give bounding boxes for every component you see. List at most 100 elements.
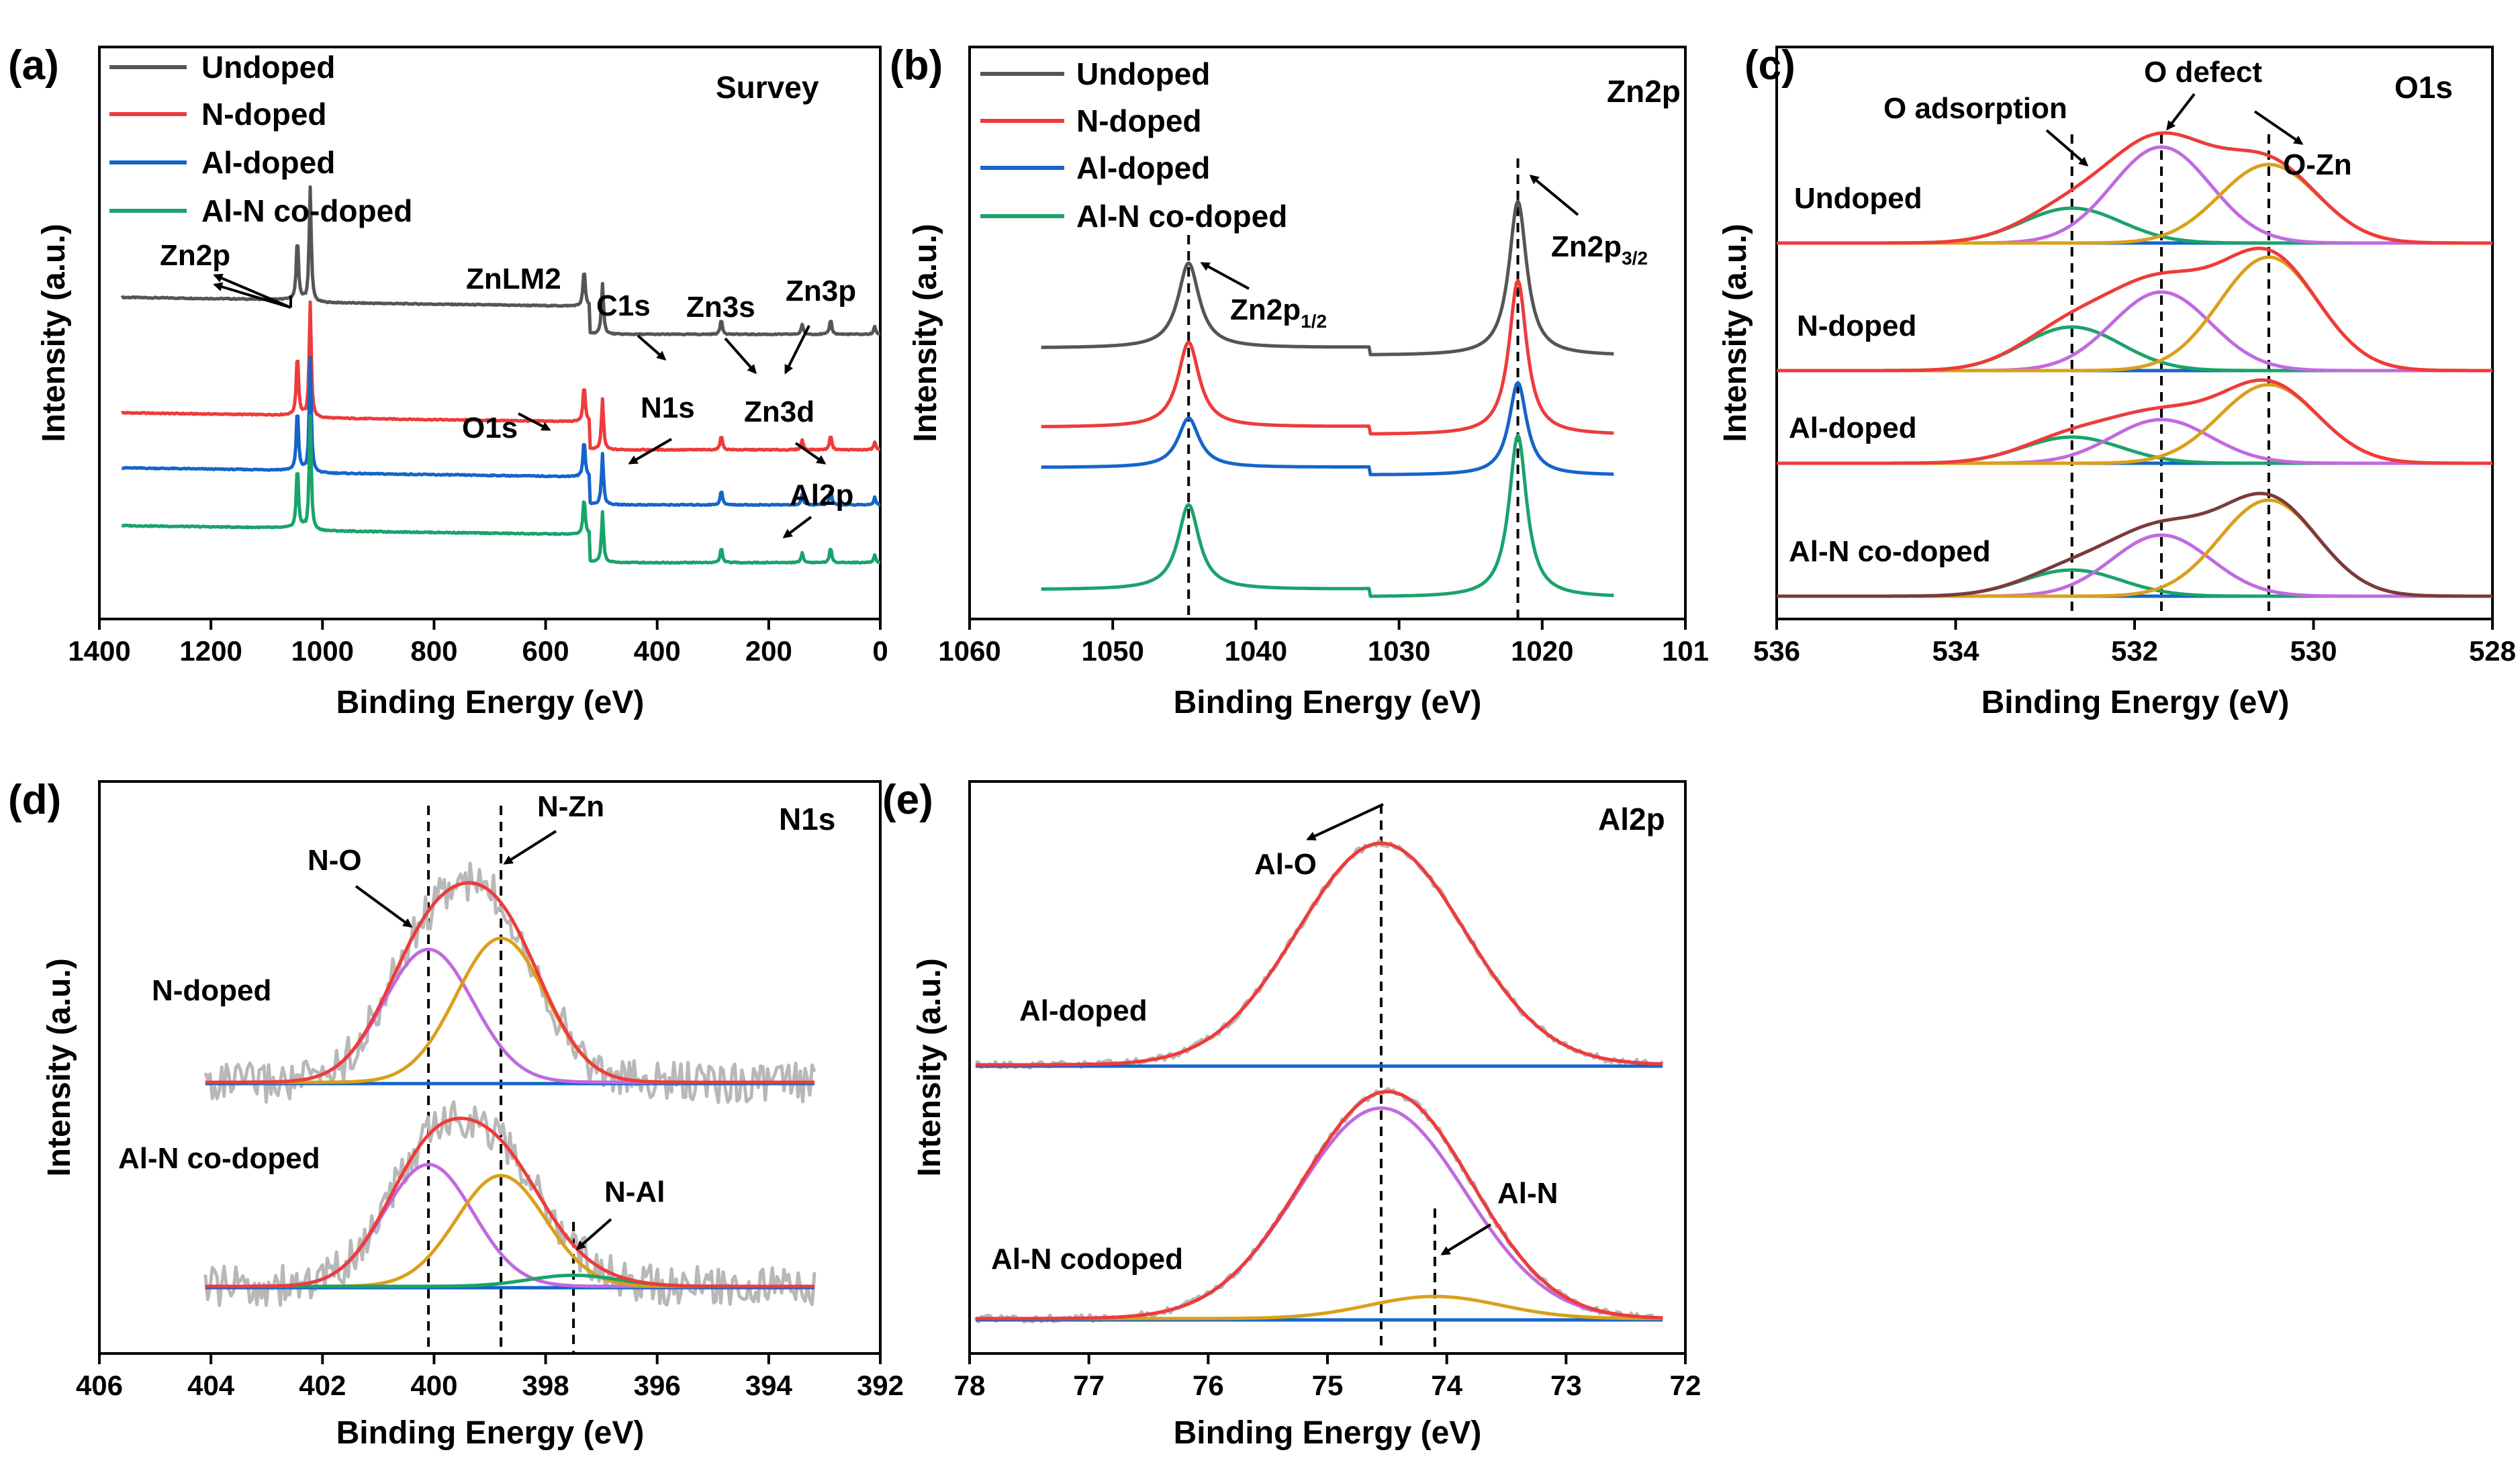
label-c-al-doped: Al-doped <box>1789 412 1917 444</box>
panel-b-y-title: Intensity (a.u.) <box>908 224 943 442</box>
panel-a-corner-label: Survey <box>716 70 819 105</box>
ann-a-zn3p: Zn3p <box>786 275 856 307</box>
panel-c-dashed-lines <box>2070 134 2270 619</box>
ann-a-n1s-arrow <box>628 438 673 465</box>
panel-b-frame <box>968 46 1687 620</box>
ann-b-zn2p-3-2: Zn2p3/2 <box>1551 230 1648 269</box>
ann-a-c1s: C1s <box>596 289 651 322</box>
legend-a-al-doped: Al-doped <box>201 145 335 180</box>
ann-a-c1s-arrow <box>637 334 667 361</box>
ann-b-zn2p-3-2-arrow <box>1529 175 1579 216</box>
panel-b-curves <box>1041 199 1614 598</box>
panel-d-y-title: Intensity (a.u.) <box>42 958 77 1176</box>
zn2p-series-1 <box>1041 199 1614 356</box>
x-tick-label: 600 <box>522 635 569 667</box>
x-tick-label: 400 <box>410 1370 457 1401</box>
x-tick-label: 1060 <box>938 635 1000 667</box>
ann-a-zn3s: Zn3s <box>686 291 755 324</box>
panel-d-label: (d) <box>8 777 61 823</box>
ann-a-zn3d: Zn3d <box>744 395 814 428</box>
n1s-raw-data <box>203 861 816 1104</box>
x-tick-label: 78 <box>954 1370 986 1401</box>
ann-a-zn2p-arrow-1 <box>213 273 291 309</box>
x-tick-label: 398 <box>522 1370 569 1401</box>
panel-e-corner-label: Al2p <box>1598 802 1665 837</box>
panel-a-x-title: Binding Energy (eV) <box>336 685 645 720</box>
label-d-n-doped: N-doped <box>152 974 271 1007</box>
panel-e-x-title: Binding Energy (eV) <box>1174 1415 1482 1451</box>
survey-series-1 <box>120 185 881 337</box>
ann-a-zn3p-arrow <box>784 325 810 375</box>
label-c-al-n: Al-N co-doped <box>1789 535 1991 568</box>
ann-e-al-n: Al-N <box>1497 1177 1558 1210</box>
n1s-component-2 <box>205 1174 814 1288</box>
o1s-envelope <box>1777 491 2492 598</box>
n1s-component-1 <box>205 947 814 1084</box>
ann-e-al-o: Al-O <box>1254 848 1317 881</box>
legend-a-al-n: Al-N co-doped <box>201 193 412 228</box>
x-tick-label: 72 <box>1670 1370 1701 1401</box>
ann-c-o-adsorption-arrow <box>2045 129 2089 166</box>
x-tick-label: 404 <box>187 1370 235 1401</box>
x-tick-label: 1000 <box>291 635 354 667</box>
panel-c-x-title: Binding Energy (eV) <box>1981 685 2290 720</box>
al2p-raw-data <box>975 839 1664 1070</box>
x-tick-label: 536 <box>1753 635 1800 667</box>
zn2p-series-4 <box>1041 433 1614 598</box>
x-tick-label: 532 <box>2111 635 2158 667</box>
x-tick-label: 1400 <box>68 635 130 667</box>
legend-b-al-doped: Al-doped <box>1076 150 1210 185</box>
ann-c-o-zn: O-Zn <box>2283 148 2352 181</box>
al2p-envelope <box>975 1090 1663 1321</box>
x-tick-label: 77 <box>1073 1370 1105 1401</box>
legend-a-n-doped: N-doped <box>201 97 327 132</box>
al2p-component-al-o <box>975 1106 1663 1321</box>
ann-d-n-al-arrow <box>575 1218 612 1250</box>
panel-a-label: (a) <box>8 42 59 89</box>
legend-a-undoped: Undoped <box>201 50 335 85</box>
x-tick-label: 0 <box>872 635 888 667</box>
ann-a-n1s: N1s <box>641 391 695 424</box>
panel-b-dashed-lines <box>1187 158 1520 619</box>
al2p-component-al-n <box>975 1294 1663 1321</box>
n1s-raw-data <box>203 1100 816 1307</box>
legend-b-n-doped: N-doped <box>1076 103 1202 138</box>
panel-e-x-ticks: 78 77 76 75 74 73 72 <box>954 1353 1701 1401</box>
survey-series-2 <box>121 300 881 453</box>
survey-series-3 <box>121 355 881 508</box>
ann-c-o-adsorption: O adsorption <box>1883 92 2067 125</box>
zn2p-series-3 <box>1041 381 1614 477</box>
ann-c-o-zn-arrow <box>2253 110 2304 145</box>
ann-a-zn2p: Zn2p <box>160 239 230 272</box>
x-tick-label: 74 <box>1431 1370 1462 1401</box>
n1s-component-2 <box>205 937 814 1084</box>
x-tick-label: 528 <box>2469 635 2516 667</box>
panel-c-curves <box>1777 131 2492 598</box>
ann-a-al2p: Al2p <box>790 479 853 512</box>
ann-e-al-n-arrow <box>1440 1223 1492 1255</box>
n1s-component-1 <box>205 1163 814 1288</box>
panel-c-x-ticks: 536 534 532 530 528 <box>1753 619 2516 667</box>
al2p-envelope <box>975 841 1663 1067</box>
n1s-envelope <box>205 881 814 1084</box>
ann-d-n-o-arrow <box>355 885 413 928</box>
survey-series-4 <box>121 414 881 565</box>
al2p-raw-data <box>974 1087 1664 1324</box>
ann-a-zn2p-arrow-2 <box>213 282 291 309</box>
ann-b-zn2p-1-2: Zn2p1/2 <box>1230 293 1327 332</box>
label-c-undoped: Undoped <box>1794 182 1922 215</box>
x-tick-label: 530 <box>2290 635 2337 667</box>
label-d-al-n: Al-N co-doped <box>118 1142 320 1175</box>
panel-c-corner-label: O1s <box>2394 70 2453 105</box>
x-tick-label: 1030 <box>1368 635 1430 667</box>
x-tick-label: 800 <box>410 635 457 667</box>
panel-c-y-title: Intensity (a.u.) <box>1718 224 1753 442</box>
x-tick-label: 76 <box>1193 1370 1224 1401</box>
x-tick-label: 1050 <box>1081 635 1144 667</box>
o1s-envelope <box>1777 131 2492 245</box>
label-e-al-doped: Al-doped <box>1019 994 1148 1027</box>
panel-a-curves <box>120 185 881 565</box>
panel-d-frame <box>98 780 882 1355</box>
x-tick-label: 1020 <box>1511 635 1573 667</box>
x-tick-label: 75 <box>1312 1370 1344 1401</box>
